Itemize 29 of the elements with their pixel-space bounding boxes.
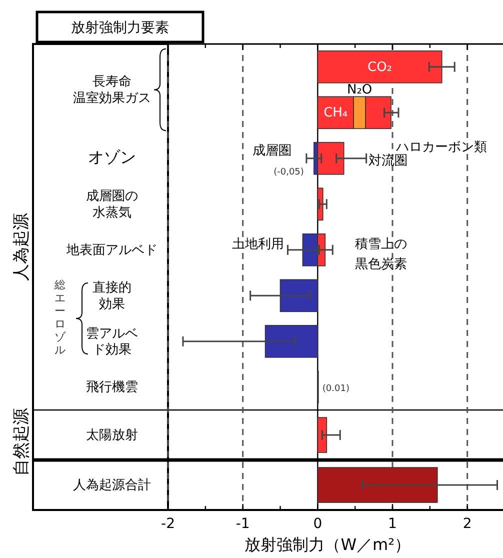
x-axis-title: 放射強制力（W／m²）: [244, 535, 411, 554]
x-tick-label: 2: [462, 516, 472, 532]
series-label: N₂O: [346, 82, 372, 98]
y-tick-label: 長寿命温室効果ガス: [73, 74, 151, 106]
y-tick-label: 地表面アルベド: [66, 242, 158, 258]
series-label: ハロカーボン類: [395, 139, 488, 154]
text: 自然起源: [12, 408, 32, 476]
y-tick-label: 雲アルベド効果: [86, 326, 138, 358]
data-label: (0.01): [322, 384, 350, 394]
series-label: CH₄: [324, 105, 348, 120]
series-label: CO₂: [368, 59, 392, 74]
y-tick-label: 直接的効果: [92, 280, 132, 312]
y-tick-label: オゾン: [88, 148, 136, 167]
series-label: 対流圏: [368, 152, 408, 168]
y-tick-label: 太陽放射: [86, 428, 138, 443]
y-tick-label: 飛行機雲: [86, 380, 138, 395]
text: 人為起源: [12, 213, 32, 281]
x-tick-label: 0: [313, 516, 322, 532]
x-tick-label: 1: [388, 516, 397, 532]
text: 総エーロゾル: [54, 278, 66, 357]
y-tick-label: 成層圏の水蒸気: [86, 188, 138, 220]
chart-title: 放射強制力要素: [71, 20, 169, 36]
series-label: 土地利用: [232, 236, 284, 252]
x-tick-label: -1: [236, 516, 250, 532]
text: 積雪上の黒色炭素: [355, 236, 408, 272]
y-tick-label: 人為起源合計: [73, 478, 151, 493]
series-label: 成層圏: [252, 142, 292, 158]
data-label: (-0,05): [274, 167, 304, 178]
x-tick-label: -2: [161, 516, 175, 532]
